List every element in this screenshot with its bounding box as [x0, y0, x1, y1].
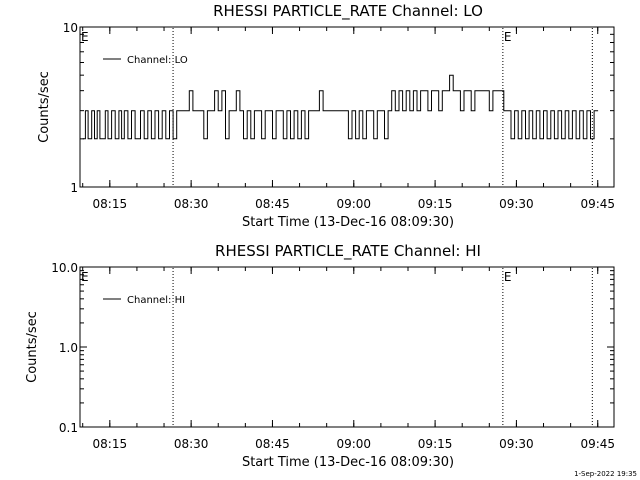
y-axis-label: Counts/sec — [25, 311, 40, 383]
x-tick-label: 09:45 — [580, 197, 615, 211]
x-axis-label: Start Time (13-Dec-16 08:09:30) — [242, 455, 454, 470]
x-tick-label: 08:45 — [255, 437, 290, 451]
panel-title: RHESSI PARTICLE_RATE Channel: HI — [215, 242, 481, 261]
x-tick-label: 09:30 — [499, 197, 534, 211]
flag-label: E — [504, 270, 512, 284]
x-tick-label: 09:30 — [499, 437, 534, 451]
x-axis: 08:15 08:30 08:45 09:00 09:15 09:30 09:45 — [82, 267, 615, 451]
x-tick-label: 09:00 — [336, 197, 371, 211]
y-tick-label: 1.0 — [59, 341, 78, 355]
flag-label: E — [81, 30, 89, 44]
x-axis-label: Start Time (13-Dec-16 08:09:30) — [242, 215, 454, 230]
y-tick-label: 1 — [70, 181, 78, 195]
y-tick-label: 10.0 — [51, 261, 78, 275]
y-tick-label: 0.1 — [59, 421, 78, 435]
y-axis: 1 10 — [63, 21, 614, 195]
y-tick-label: 10 — [63, 21, 78, 35]
x-tick-label: 08:15 — [93, 197, 128, 211]
flag-label: E — [81, 270, 89, 284]
x-tick-label: 08:15 — [93, 437, 128, 451]
legend-label: Channel: LO — [127, 55, 188, 66]
series-line-lo — [82, 74, 599, 140]
x-tick-label: 09:45 — [580, 437, 615, 451]
legend-label: Channel: HI — [127, 295, 185, 306]
plot-frame — [79, 26, 615, 188]
x-axis: 08:15 08:30 08:45 09:00 09:15 09:30 09:45 — [82, 27, 615, 211]
dotted-markers — [172, 28, 593, 186]
y-axis: 0.1 1.0 10.0 — [51, 261, 614, 435]
x-tick-label: 08:45 — [255, 197, 290, 211]
x-tick-label: 08:30 — [174, 437, 209, 451]
x-tick-label: 09:15 — [418, 437, 453, 451]
x-tick-label: 09:15 — [418, 197, 453, 211]
plot-frame — [79, 266, 615, 428]
y-axis-label: Counts/sec — [37, 71, 52, 143]
panel-title: RHESSI PARTICLE_RATE Channel: LO — [213, 2, 483, 21]
panel-lo: RHESSI PARTICLE_RATE Channel: LO 08:15 08… — [37, 2, 615, 230]
x-tick-label: 08:30 — [174, 197, 209, 211]
footer-timestamp: 1-Sep-2022 19:35 — [574, 470, 637, 478]
flag-label: E — [504, 30, 512, 44]
x-tick-label: 09:00 — [336, 437, 371, 451]
dotted-markers — [172, 268, 593, 426]
panel-hi: RHESSI PARTICLE_RATE Channel: HI 08:15 08… — [25, 242, 615, 470]
